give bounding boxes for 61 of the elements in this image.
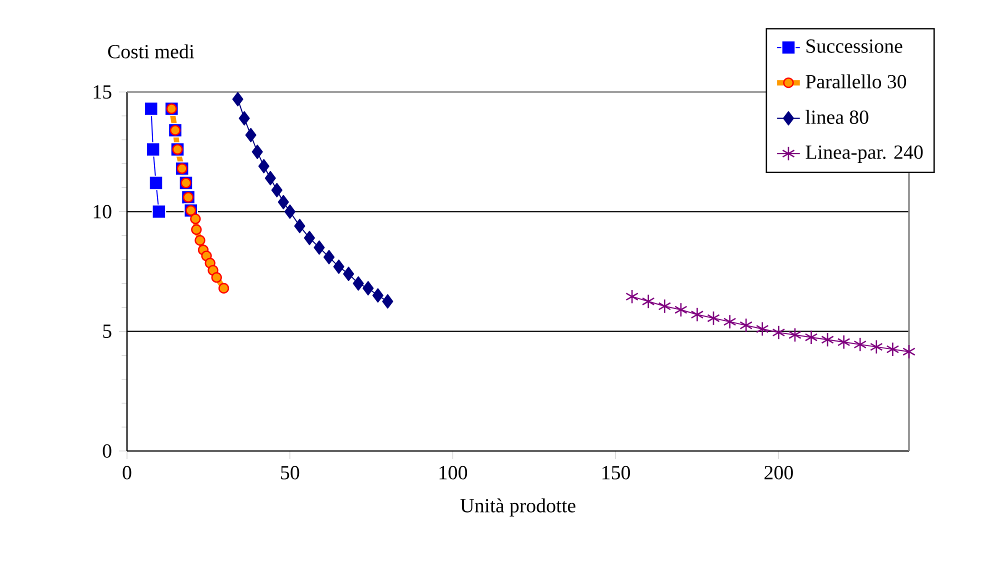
y-tick-label: 5: [103, 324, 112, 338]
point: [333, 260, 344, 274]
x-tick-label: 50: [281, 466, 300, 480]
legend-label: Successione: [806, 39, 902, 53]
x-axis-title: Unità prodotte: [460, 498, 576, 517]
point: [372, 288, 384, 303]
point: [304, 230, 316, 246]
point: [352, 276, 364, 291]
point: [271, 182, 282, 198]
point: [707, 310, 720, 326]
x-tick-label: 200: [764, 466, 793, 480]
point: [362, 281, 374, 296]
point: [821, 332, 834, 348]
point: [245, 128, 256, 142]
point: [740, 318, 753, 333]
point: [723, 314, 736, 330]
point: [343, 266, 354, 282]
x-tick-label: 150: [602, 466, 630, 480]
point: [626, 289, 638, 304]
point: [854, 337, 867, 352]
point: [211, 272, 222, 283]
point: [264, 170, 276, 186]
point: [218, 282, 230, 294]
point: [382, 294, 394, 309]
point: [284, 204, 296, 219]
point: [642, 294, 655, 309]
x-tick-label: 100: [440, 466, 468, 480]
point: [232, 92, 244, 106]
point: [278, 194, 289, 210]
y-axis-title: Costi medi: [108, 44, 194, 58]
point: [144, 102, 158, 116]
point: [252, 144, 263, 160]
point: [152, 204, 166, 219]
point: [837, 334, 850, 350]
legend-label: linea 80: [806, 110, 868, 124]
point: [191, 224, 202, 235]
y-tick-label: 10: [94, 204, 112, 218]
point: [148, 176, 164, 190]
point: [788, 328, 802, 342]
point: [190, 214, 201, 224]
legend-label: Linea-par. 240: [806, 145, 923, 163]
point: [674, 302, 688, 318]
point: [238, 111, 250, 126]
point: [146, 142, 160, 157]
point: [258, 158, 270, 174]
point: [294, 218, 306, 234]
point: [690, 307, 704, 322]
point: [658, 298, 672, 314]
point: [870, 340, 883, 354]
y-tick-label: 15: [94, 85, 112, 99]
legend-label: Parallello 30: [806, 74, 906, 88]
point: [756, 322, 769, 336]
point: [314, 240, 325, 255]
x-tick-label: 0: [122, 466, 132, 480]
point: [902, 344, 916, 359]
y-tick-label: 0: [102, 444, 112, 458]
point: [886, 342, 900, 357]
point: [772, 325, 786, 340]
point: [323, 250, 335, 264]
point: [194, 235, 206, 246]
point: [804, 330, 818, 345]
